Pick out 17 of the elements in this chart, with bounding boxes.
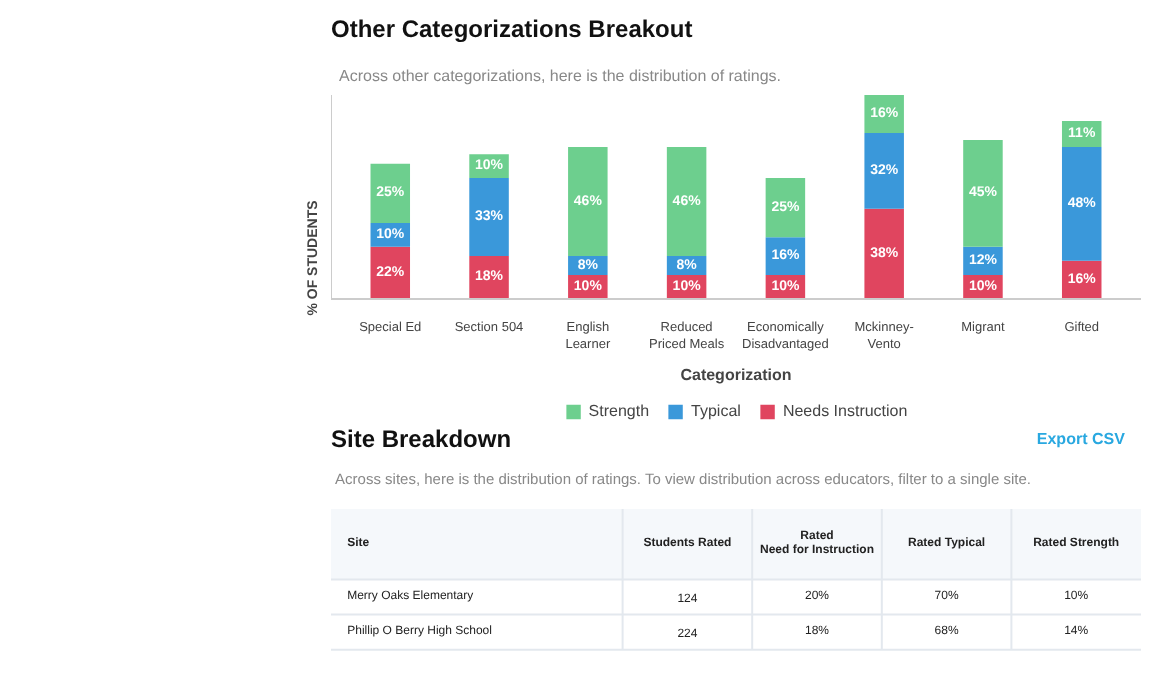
text: Export CSV bbox=[1036, 429, 1127, 448]
legend-label: Strength bbox=[588, 402, 650, 420]
legend-label: Needs Instruction bbox=[782, 402, 908, 420]
bar bbox=[864, 132, 904, 209]
chart-title: Other Categorizations Breakout bbox=[331, 15, 693, 43]
bar bbox=[370, 163, 411, 223]
bar bbox=[963, 140, 1003, 247]
x-axis-title: Categorization bbox=[680, 365, 792, 384]
bar bbox=[765, 177, 806, 238]
bar bbox=[864, 208, 904, 299]
bar bbox=[568, 147, 608, 257]
bar bbox=[1061, 147, 1102, 261]
bar bbox=[666, 147, 707, 257]
chart-subtitle: Across other categorizations, here is the distribution of ratings. bbox=[339, 67, 781, 85]
legend-label: Typical bbox=[691, 402, 741, 420]
text: Site Breakdown bbox=[331, 424, 512, 453]
bar bbox=[469, 177, 509, 257]
